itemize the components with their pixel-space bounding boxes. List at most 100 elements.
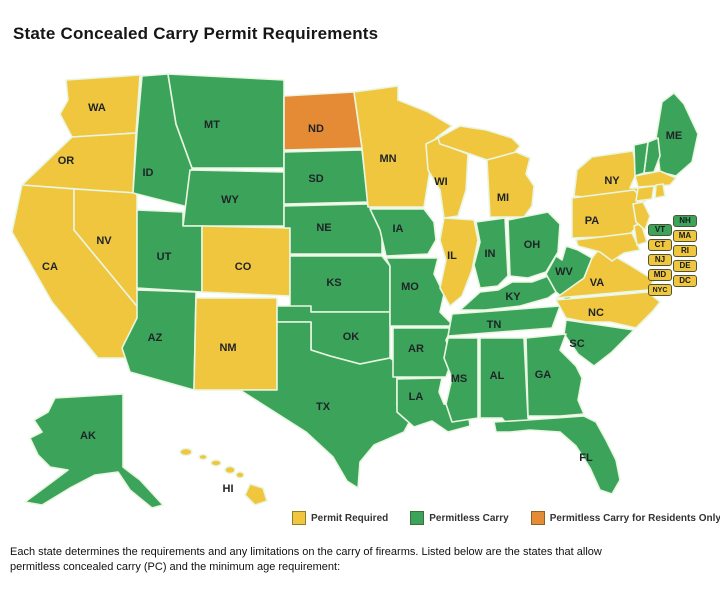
state-ak bbox=[24, 393, 164, 509]
state-label-in: IN bbox=[485, 248, 496, 260]
state-md bbox=[575, 232, 641, 262]
state-tn bbox=[447, 305, 561, 337]
callout-de: DE bbox=[673, 260, 697, 272]
state-label-id: ID bbox=[143, 167, 154, 179]
state-shapes bbox=[11, 73, 699, 509]
state-label-nd: ND bbox=[308, 123, 324, 135]
footer-line-1: Each state determines the requirements a… bbox=[10, 546, 602, 558]
state-label-la: LA bbox=[409, 391, 424, 403]
state-label-va: VA bbox=[590, 277, 605, 289]
state-labels: WA OR CA NV ID MT WY UT CO AZ NM ND SD N… bbox=[42, 102, 682, 495]
state-label-mi: MI bbox=[497, 192, 509, 204]
callout-vt: VT bbox=[648, 224, 672, 236]
state-me bbox=[655, 92, 699, 177]
state-label-oh: OH bbox=[524, 239, 541, 251]
state-mo bbox=[385, 257, 453, 327]
state-fl bbox=[493, 415, 621, 495]
state-hi-big-island bbox=[244, 483, 268, 506]
state-mn bbox=[353, 85, 453, 208]
state-label-ne: NE bbox=[316, 222, 331, 234]
legend-item-permit: Permit Required bbox=[292, 511, 388, 525]
state-label-hi: HI bbox=[223, 483, 234, 495]
state-label-tn: TN bbox=[487, 319, 502, 331]
legend-label-residents: Permitless Carry for Residents Only bbox=[549, 512, 720, 524]
state-ga bbox=[525, 333, 585, 417]
state-label-co: CO bbox=[235, 261, 252, 273]
state-label-nc: NC bbox=[588, 307, 604, 319]
state-ia bbox=[369, 208, 437, 257]
state-label-ia: IA bbox=[393, 223, 404, 235]
state-nj bbox=[632, 201, 651, 231]
state-label-ms: MS bbox=[451, 373, 468, 385]
state-label-ga: GA bbox=[535, 369, 552, 381]
legend: Permit Required Permitless Carry Permitles… bbox=[292, 511, 720, 525]
state-label-or: OR bbox=[58, 155, 75, 167]
state-label-wi: WI bbox=[434, 176, 447, 188]
state-hi-island-2 bbox=[198, 453, 208, 461]
callout-column-left: VT CT NJ MD NYC bbox=[648, 224, 672, 296]
state-in bbox=[473, 217, 509, 289]
state-label-wy: WY bbox=[221, 194, 239, 206]
state-ri bbox=[654, 183, 666, 199]
state-label-ak: AK bbox=[80, 430, 96, 442]
state-ma bbox=[634, 170, 677, 188]
legend-item-permitless: Permitless Carry bbox=[410, 511, 509, 525]
state-label-mo: MO bbox=[401, 281, 419, 293]
state-label-sc: SC bbox=[569, 338, 584, 350]
state-label-ut: UT bbox=[157, 251, 172, 263]
state-label-az: AZ bbox=[148, 332, 163, 344]
state-label-ny: NY bbox=[604, 175, 620, 187]
state-label-nv: NV bbox=[96, 235, 112, 247]
state-az bbox=[121, 289, 197, 391]
state-label-fl: FL bbox=[579, 452, 593, 464]
state-label-wa: WA bbox=[88, 102, 106, 114]
state-il bbox=[439, 217, 479, 307]
callout-dc: DC bbox=[673, 275, 697, 287]
state-vt bbox=[633, 141, 649, 177]
legend-item-residents: Permitless Carry for Residents Only bbox=[530, 511, 720, 525]
callout-ct: CT bbox=[648, 239, 672, 251]
callout-md: MD bbox=[648, 269, 672, 281]
state-label-mt: MT bbox=[204, 119, 220, 131]
callout-column-right: NH MA RI DE DC bbox=[673, 215, 697, 287]
state-label-ok: OK bbox=[343, 331, 360, 343]
state-hi-island-1 bbox=[179, 447, 193, 457]
state-ms bbox=[443, 337, 479, 423]
state-mt bbox=[167, 73, 285, 169]
footer-line-2: permitless concealed carry (PC) and the … bbox=[10, 561, 341, 573]
state-hi-island-3 bbox=[210, 459, 222, 467]
state-label-nm: NM bbox=[219, 342, 236, 354]
state-ct bbox=[635, 185, 655, 202]
state-ne bbox=[283, 203, 383, 255]
page-title: State Concealed Carry Permit Requirement… bbox=[13, 24, 379, 43]
state-label-ca: CA bbox=[42, 261, 58, 273]
callout-ri: RI bbox=[673, 245, 697, 257]
legend-label-permitless: Permitless Carry bbox=[429, 512, 509, 524]
legend-swatch-permitless bbox=[410, 511, 425, 525]
state-label-ks: KS bbox=[326, 277, 341, 289]
state-mi bbox=[486, 151, 535, 218]
state-label-sd: SD bbox=[308, 173, 323, 185]
state-label-tx: TX bbox=[316, 401, 331, 413]
legend-label-permit: Permit Required bbox=[311, 512, 389, 524]
state-label-il: IL bbox=[447, 250, 457, 262]
state-label-me: ME bbox=[666, 130, 683, 142]
state-tx bbox=[239, 321, 413, 489]
us-map: WA OR CA NV ID MT WY UT CO AZ NM ND SD N… bbox=[11, 73, 699, 509]
state-al bbox=[479, 337, 533, 427]
callout-ma: MA bbox=[673, 230, 697, 242]
state-label-pa: PA bbox=[585, 215, 600, 227]
state-pa bbox=[571, 189, 643, 239]
state-nd bbox=[283, 91, 363, 151]
state-label-mn: MN bbox=[379, 153, 396, 165]
state-hi-island-4 bbox=[224, 465, 236, 475]
footer-note: Each state determines the requirements a… bbox=[10, 545, 712, 575]
callout-nyc: NYC bbox=[648, 284, 672, 296]
callout-nh: NH bbox=[673, 215, 697, 227]
state-label-ar: AR bbox=[408, 343, 424, 355]
state-sd bbox=[283, 149, 369, 205]
state-label-wv: WV bbox=[555, 266, 573, 278]
legend-swatch-residents bbox=[530, 511, 545, 525]
state-hi-island-5 bbox=[235, 471, 245, 479]
